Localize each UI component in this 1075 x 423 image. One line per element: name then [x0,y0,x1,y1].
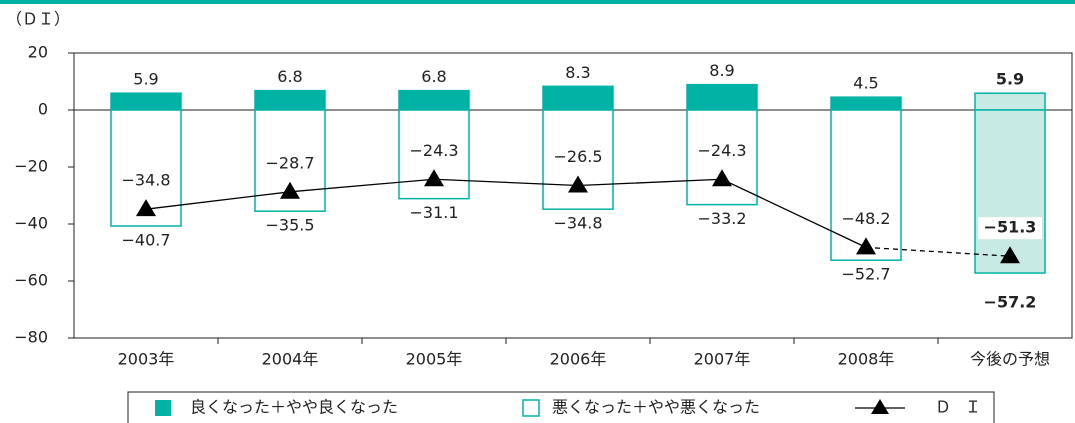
x-tick-label: 今後の予想 [970,350,1050,369]
data-label: 4.5 [853,74,878,93]
bar [686,109,758,206]
x-tick-label: 2008年 [838,350,895,369]
data-label: −40.7 [121,230,170,249]
data-label: −28.7 [265,153,314,172]
data-label: −51.3 [984,218,1037,237]
y-tick-label: 20 [28,43,48,62]
forecast-line [865,246,1011,257]
bar [830,109,902,261]
data-label: −57.2 [984,293,1037,312]
line-marker [424,169,444,187]
bar [110,92,182,111]
data-label: 8.3 [565,63,590,82]
line-marker [712,169,732,187]
line-marker [568,175,588,193]
bar [830,96,902,111]
data-label: 5.9 [133,70,158,89]
x-tick-label: 2007年 [694,350,751,369]
data-label: −26.5 [553,147,602,166]
top-rule [0,0,1075,4]
line-marker [136,199,156,217]
x-tick-label: 2004年 [262,350,319,369]
data-label: −33.2 [697,209,746,228]
bar [686,83,758,111]
y-tick-label: −20 [14,157,48,176]
legend-label: 悪くなった＋やや悪くなった [552,398,760,417]
data-label: 6.8 [421,67,446,86]
x-tick-label: 2005年 [406,350,463,369]
bar [254,89,326,111]
data-label: 8.9 [709,61,734,80]
data-label: −48.2 [841,209,890,228]
line [145,178,867,248]
line-marker [1000,246,1020,264]
legend-label: ＤＩ [935,398,995,417]
data-label: 5.9 [996,70,1024,89]
legend-swatch [155,400,171,416]
bar [542,85,614,111]
plot-frame [73,52,1073,339]
data-label: −24.3 [697,141,746,160]
x-tick-label: 2003年 [118,350,175,369]
line-marker [280,181,300,199]
x-tick-label: 2006年 [550,350,607,369]
bar [974,92,1046,111]
bar [398,89,470,111]
label-bg [978,217,1042,240]
axis-unit-label: （ＤＩ） [6,10,70,29]
data-label: −35.5 [265,216,314,235]
data-label: −34.8 [121,171,170,190]
data-label: −52.7 [841,265,890,284]
bar [542,109,614,210]
data-label: −34.8 [553,214,602,233]
legend-box [127,391,995,423]
data-label: −24.3 [409,141,458,160]
bar [974,109,1046,274]
legend-swatch [522,399,540,417]
line-marker [856,237,876,255]
data-label: 6.8 [277,67,302,86]
y-tick-label: 0 [38,100,48,119]
y-tick-label: −60 [14,271,48,290]
y-tick-label: −40 [14,214,48,233]
y-tick-label: −80 [14,328,48,347]
legend-label: 良くなった＋やや良くなった [190,398,398,417]
legend-swatch-marker [871,399,889,414]
data-label: −31.1 [409,203,458,222]
